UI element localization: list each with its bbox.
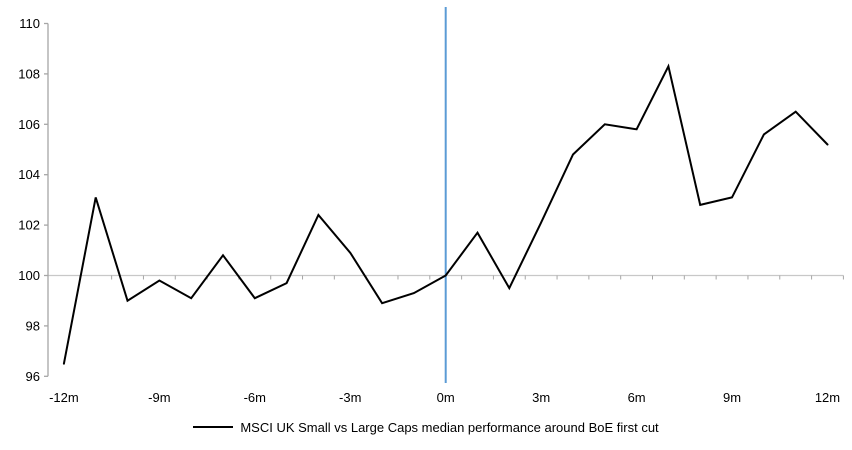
y-tick-label: 106 (18, 117, 40, 132)
legend-label: MSCI UK Small vs Large Caps median perfo… (240, 419, 659, 435)
x-tick-label: -3m (339, 390, 361, 405)
x-tick-label: -6m (244, 390, 266, 405)
x-tick-label: -9m (148, 390, 170, 405)
y-tick-label: 110 (19, 16, 40, 31)
x-tick-label: 0m (437, 390, 455, 405)
y-tick-label: 108 (18, 66, 40, 81)
series-line (62, 63, 829, 365)
y-tick-label: 96 (26, 369, 40, 384)
legend: MSCI UK Small vs Large Caps median perfo… (0, 416, 852, 438)
x-tick-label: 12m (815, 390, 840, 405)
x-tick-label: -12m (49, 390, 79, 405)
y-tick-label: 104 (18, 167, 40, 182)
y-tick-label: 98 (26, 318, 40, 333)
y-tick-label: 102 (18, 218, 40, 233)
x-tick-label: 9m (723, 390, 741, 405)
x-tick-label: 6m (628, 390, 646, 405)
y-tick-label: 100 (18, 268, 40, 283)
x-tick-label: 3m (532, 390, 550, 405)
legend-line-sample (193, 426, 234, 428)
